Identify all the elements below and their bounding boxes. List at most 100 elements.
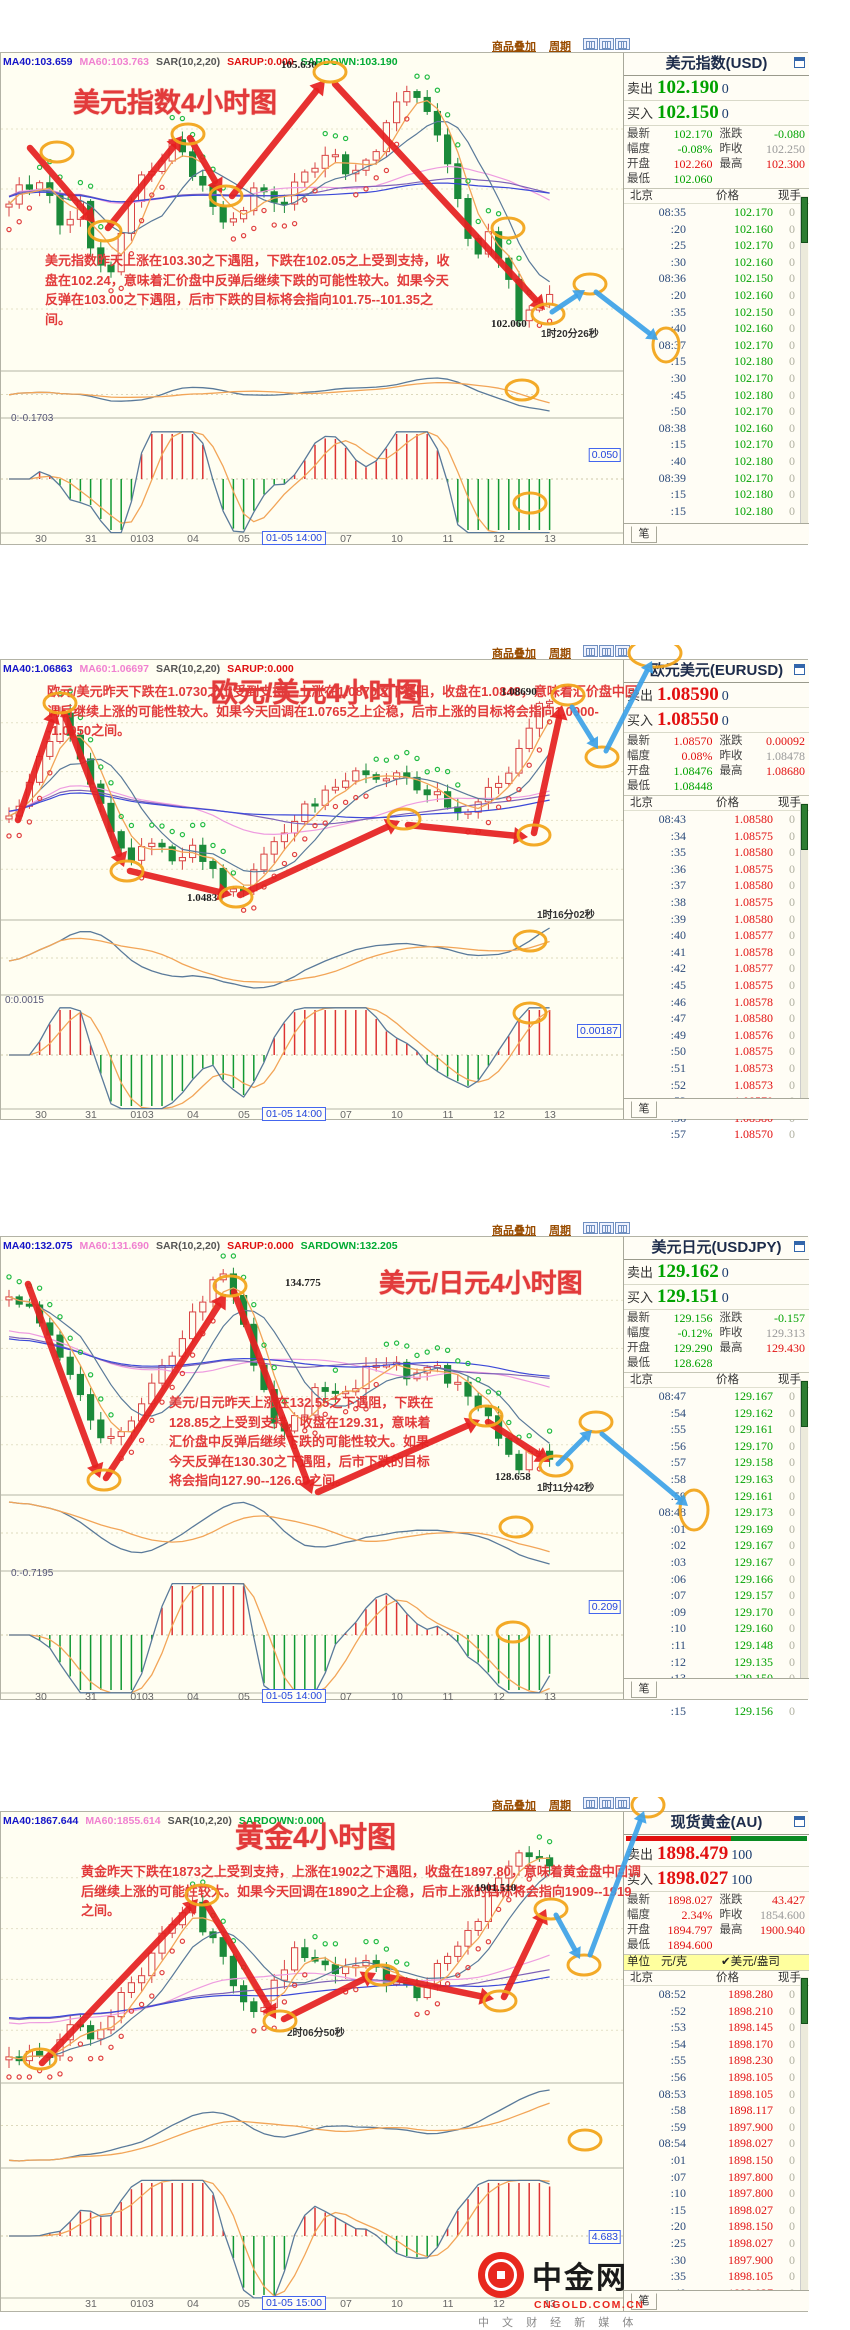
buy-row: 买入 129.151 0	[624, 1285, 809, 1310]
stats-spacer	[747, 172, 810, 187]
maximize-icon[interactable]	[794, 1816, 805, 1827]
quote-volume: 0	[789, 1704, 795, 1719]
overlay-commodity-link[interactable]: 商品叠加	[492, 41, 536, 53]
chart-area: MA40:1867.644 MA60:1855.614 SAR(10,2,20) SA…	[1, 1812, 641, 2311]
unit-option-ounce[interactable]: ✔美元/盎司	[721, 1955, 809, 1970]
window-icon-1[interactable]	[583, 645, 598, 657]
sell-price: 1898.479	[657, 1843, 729, 1864]
quote-time: :07	[670, 1588, 686, 1603]
ma-label: SAR(10,2,20)	[155, 1240, 221, 1252]
quote-volume: 0	[789, 1438, 795, 1453]
high-price-label: 105.630	[281, 59, 317, 71]
quote-volume: 0	[789, 2202, 795, 2217]
tab-tick[interactable]: 笔	[631, 526, 657, 543]
window-icon-2[interactable]	[599, 38, 614, 50]
scrollbar-thumb[interactable]	[801, 1381, 808, 1427]
x-axis-highlighted-date: 01-05 15:00	[261, 2296, 327, 2310]
tab-tick[interactable]: 笔	[631, 1101, 657, 1118]
unit-option-gram[interactable]: 元/克	[661, 1956, 688, 1968]
quote-price: 102.160	[734, 221, 773, 236]
quote-list-header-col: 价格	[716, 190, 739, 202]
sell-volume: 0	[721, 82, 729, 97]
overlay-commodity-link[interactable]: 商品叠加	[492, 1800, 536, 1812]
x-axis-tick-label: 05	[238, 2298, 250, 2310]
low-price-label: 102.060	[491, 318, 527, 330]
window-icon-3[interactable]	[615, 1797, 630, 1809]
x-axis-tick-label: 04	[187, 2298, 199, 2310]
window-icon-1[interactable]	[583, 38, 598, 50]
quote-price: 1.08580	[734, 812, 773, 826]
quote-volume: 0	[789, 861, 795, 876]
instrument-title: 美元指数(USD)	[665, 55, 768, 72]
indicator-value-label: 0:-0.1703	[11, 413, 54, 424]
scrollbar[interactable]	[800, 1977, 808, 2290]
bar-countdown-label: 1时11分42秒	[537, 1483, 595, 1494]
tab-tick[interactable]: 笔	[631, 2293, 657, 2310]
quote-time: :10	[670, 1621, 686, 1636]
quote-volume: 0	[789, 354, 795, 369]
stats-row: 幅度 -0.12% 昨收 129.313	[624, 1326, 809, 1341]
window-icon-2[interactable]	[599, 1222, 614, 1234]
quote-row: :09 129.170 0	[624, 1604, 809, 1621]
scrollbar-thumb[interactable]	[801, 804, 808, 850]
quote-volume: 0	[789, 1554, 795, 1569]
quote-price: 102.180	[734, 487, 773, 502]
sell-volume: 0	[721, 1266, 729, 1281]
quote-time: :40	[670, 928, 686, 943]
tab-tick[interactable]: 笔	[631, 1681, 657, 1698]
x-axis-tick-label: 11	[442, 1691, 454, 1703]
stats-row: 最新 129.156 涨跌 -0.157	[624, 1311, 809, 1326]
maximize-icon[interactable]	[794, 664, 805, 675]
window-icon-3[interactable]	[615, 645, 630, 657]
window-icon-1[interactable]	[583, 1797, 598, 1809]
quote-volume: 0	[789, 287, 795, 302]
quote-row: :57 129.158 0	[624, 1454, 809, 1471]
quote-row: :45 1.08575 0	[624, 977, 809, 994]
buy-volume: 0	[721, 107, 729, 122]
period-link[interactable]: 周期	[549, 1225, 571, 1237]
ma-label: MA40:1867.644	[3, 1815, 79, 1827]
period-link[interactable]: 周期	[549, 1800, 571, 1812]
quote-row: 08:39 102.170 0	[624, 470, 809, 487]
quote-volume: 0	[789, 2053, 795, 2068]
low-price-label: 128.658	[495, 1471, 531, 1483]
scrollbar[interactable]	[800, 803, 808, 1098]
window-icon-3[interactable]	[615, 1222, 630, 1234]
quote-time: :46	[670, 994, 686, 1009]
prev-value: 1.08478	[766, 749, 805, 763]
watermark-domain: CNGOLD.COM.CN	[534, 2299, 645, 2311]
window-icon-2[interactable]	[599, 1797, 614, 1809]
window-icon-1[interactable]	[583, 1222, 598, 1234]
quote-price: 1898.027	[728, 2202, 773, 2217]
window-icon-2[interactable]	[599, 645, 614, 657]
maximize-icon[interactable]	[794, 57, 805, 68]
quote-volume: 0	[789, 961, 795, 976]
x-axis-tick-label: 13	[544, 533, 556, 545]
quote-price: 129.167	[734, 1538, 773, 1553]
quote-volume: 0	[789, 1488, 795, 1503]
period-link[interactable]: 周期	[549, 41, 571, 53]
maximize-icon[interactable]	[794, 1241, 805, 1252]
quote-volume: 0	[789, 1389, 795, 1403]
window-icon-3[interactable]	[615, 38, 630, 50]
quote-row: :46 1.08578 0	[624, 994, 809, 1011]
overlay-commodity-link[interactable]: 商品叠加	[492, 648, 536, 660]
quote-price: 129.173	[734, 1505, 773, 1520]
quote-volume: 0	[789, 812, 795, 826]
scrollbar-thumb[interactable]	[801, 1978, 808, 2024]
quote-row: :39 1.08580 0	[624, 911, 809, 928]
quote-row: :15 129.156 0	[624, 1703, 809, 1720]
low-price-label: 1.04834	[187, 892, 223, 904]
instrument-title: 美元日元(USDJPY)	[651, 1239, 782, 1256]
quote-volume: 0	[789, 2086, 795, 2101]
range-label: 幅度	[627, 1327, 650, 1339]
panel-tab-strip: 笔	[624, 523, 809, 544]
scrollbar-thumb[interactable]	[801, 197, 808, 243]
scrollbar[interactable]	[800, 196, 808, 523]
overlay-commodity-link[interactable]: 商品叠加	[492, 1225, 536, 1237]
quote-price: 129.170	[734, 1604, 773, 1619]
scrollbar[interactable]	[800, 1380, 808, 1678]
open-value: 102.260	[673, 157, 713, 171]
period-link[interactable]: 周期	[549, 648, 571, 660]
prev-value: 1854.600	[760, 1908, 805, 1922]
